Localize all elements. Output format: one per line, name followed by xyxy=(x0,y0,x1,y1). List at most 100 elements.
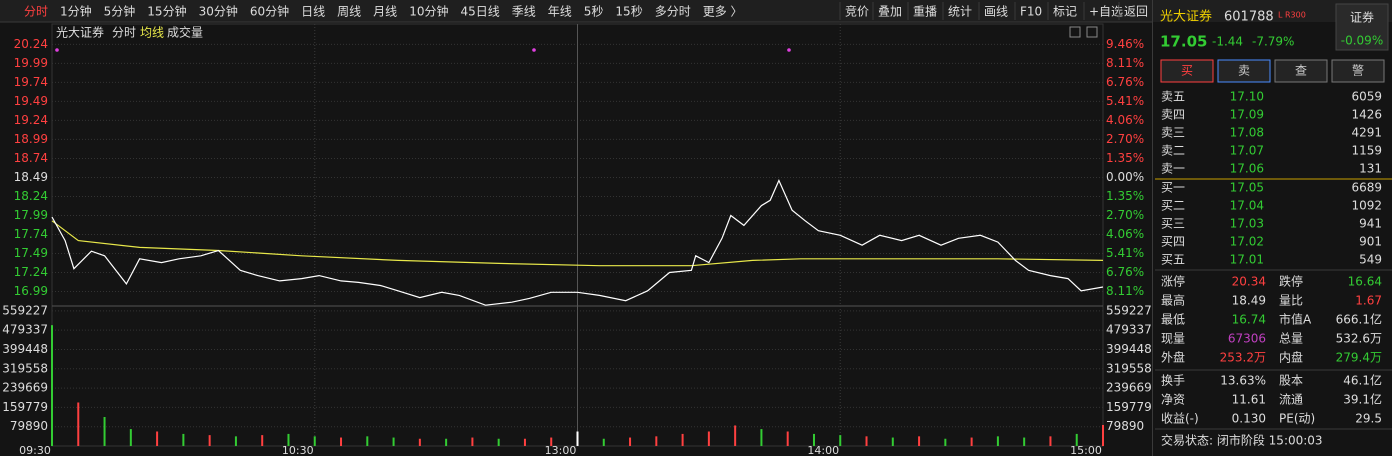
volume-bar xyxy=(208,435,211,446)
y2-tick-label: 9.46% xyxy=(1106,37,1144,51)
book-volume: 6689 xyxy=(1351,181,1382,195)
y2-tick-label: 2.70% xyxy=(1106,208,1144,222)
toolbar-tab[interactable]: 周线 xyxy=(337,5,361,19)
y2-tick-label: 5.41% xyxy=(1106,94,1144,108)
icon[interactable] xyxy=(1069,26,1081,38)
toolbar-tab[interactable]: 45日线 xyxy=(460,5,499,19)
book-label: 卖二 xyxy=(1161,144,1185,158)
stat-label: 涨停 xyxy=(1161,274,1185,289)
chart-title: 光大证券 xyxy=(56,25,104,40)
toolbar-tab[interactable]: 1分钟 xyxy=(60,4,92,19)
volume-bar xyxy=(786,431,789,446)
book-volume: 1426 xyxy=(1351,108,1382,122)
book-price: 17.08 xyxy=(1230,126,1264,140)
toolbar-button[interactable]: 返回 xyxy=(1124,5,1148,19)
trade-button[interactable] xyxy=(1160,59,1214,83)
toolbar-tab[interactable]: 更多 〉 xyxy=(703,5,743,19)
volume-bar xyxy=(891,437,894,446)
toolbar-button[interactable]: F10 xyxy=(1020,5,1042,19)
marker xyxy=(55,48,59,52)
book-volume: 1092 xyxy=(1351,199,1382,213)
stat-value: 279.4万 xyxy=(1336,351,1382,365)
volume-bar xyxy=(655,436,658,446)
volume-bar xyxy=(261,435,264,446)
toolbar-tab[interactable]: 60分钟 xyxy=(250,4,289,19)
toolbar-tab[interactable]: 日线 xyxy=(301,5,325,19)
volume-bar xyxy=(865,436,868,446)
book-volume: 901 xyxy=(1359,235,1382,249)
toolbar-tab[interactable]: 5秒 xyxy=(584,5,604,19)
trade-button[interactable] xyxy=(1274,59,1328,83)
icon[interactable] xyxy=(1086,26,1098,38)
stock-code: 601788 xyxy=(1224,10,1274,25)
toolbar-tab[interactable]: 15分钟 xyxy=(147,4,186,19)
y2-tick-label: 479337 xyxy=(1106,323,1152,337)
trade-button[interactable] xyxy=(1217,59,1271,83)
toolbar-tab[interactable]: 季线 xyxy=(512,5,536,19)
sector-change: -0.09% xyxy=(1341,34,1383,48)
toolbar-bg xyxy=(0,0,1392,22)
toolbar-button[interactable]: 画线 xyxy=(984,5,1008,19)
stat-label: 换手 xyxy=(1161,374,1185,388)
toolbar-tab[interactable]: 10分钟 xyxy=(409,4,448,19)
stat-value: 13.63% xyxy=(1220,374,1266,388)
stat-value: 532.6万 xyxy=(1336,332,1382,346)
toolbar-tab[interactable]: 分时 xyxy=(24,5,48,19)
volume-bar xyxy=(340,437,343,446)
stock-name: 光大证券 xyxy=(1160,9,1212,25)
toolbar-tab[interactable]: 年线 xyxy=(548,5,572,19)
y-tick-label: 559227 xyxy=(2,303,48,317)
stat-value: 39.1亿 xyxy=(1343,392,1382,407)
volume-bar xyxy=(707,431,710,446)
trade-button-label: 买 xyxy=(1181,64,1193,78)
volume-bar xyxy=(1023,437,1026,446)
legend-item: 分时 xyxy=(112,26,136,40)
marker xyxy=(532,48,536,52)
y-tick-label: 17.24 xyxy=(14,265,48,279)
volume-bar xyxy=(129,429,132,446)
toolbar-tab[interactable]: 30分钟 xyxy=(199,4,238,19)
book-label: 买二 xyxy=(1161,199,1185,213)
volume-bar xyxy=(418,438,421,446)
toolbar-tab[interactable]: 15秒 xyxy=(615,5,642,19)
book-label: 买一 xyxy=(1161,181,1185,195)
toolbar-button[interactable]: 标记 xyxy=(1053,5,1077,19)
toolbar-button[interactable]: +自选 xyxy=(1089,5,1123,19)
stat-value: 29.5 xyxy=(1355,412,1382,426)
trade-button-label: 卖 xyxy=(1238,64,1250,78)
toolbar-tab[interactable]: 5分钟 xyxy=(104,4,136,19)
book-price: 17.02 xyxy=(1230,235,1264,249)
stat-label: 量比 xyxy=(1279,294,1303,308)
sector-name: 证券 xyxy=(1350,10,1374,25)
volume-bar xyxy=(287,433,290,446)
sector-box[interactable] xyxy=(1335,3,1389,51)
toolbar-tab[interactable]: 月线 xyxy=(373,5,397,19)
volume-bar xyxy=(918,436,921,446)
toolbar-tab[interactable]: 多分时 xyxy=(655,5,691,19)
y-tick-label: 18.24 xyxy=(14,189,48,203)
stat-label: 跌停 xyxy=(1279,274,1303,289)
volume-bar xyxy=(550,437,553,446)
book-volume: 1159 xyxy=(1351,144,1382,158)
book-label: 买五 xyxy=(1161,253,1185,267)
book-volume: 941 xyxy=(1359,217,1382,231)
trade-button[interactable] xyxy=(1331,59,1385,83)
volume-bar xyxy=(944,438,947,446)
y-tick-label: 19.24 xyxy=(14,113,48,127)
trade-status: 交易状态: 闭市阶段 15:00:03 xyxy=(1161,433,1323,448)
toolbar-button[interactable]: 竞价 xyxy=(845,5,869,19)
toolbar-button[interactable]: 统计 xyxy=(948,5,972,19)
volume-bar xyxy=(996,436,999,446)
volume-bar xyxy=(576,431,579,446)
y2-tick-label: 4.06% xyxy=(1106,113,1144,127)
stat-value: 16.64 xyxy=(1348,275,1382,289)
volume-bar xyxy=(234,436,237,446)
book-volume: 131 xyxy=(1359,162,1382,176)
legend-item: 均线 xyxy=(140,26,164,40)
stat-label: 市值A xyxy=(1279,312,1312,327)
toolbar-button[interactable]: 叠加 xyxy=(878,5,902,19)
volume-bar xyxy=(51,325,53,446)
toolbar-button[interactable]: 重播 xyxy=(913,5,937,19)
volume-bar xyxy=(1075,433,1078,446)
